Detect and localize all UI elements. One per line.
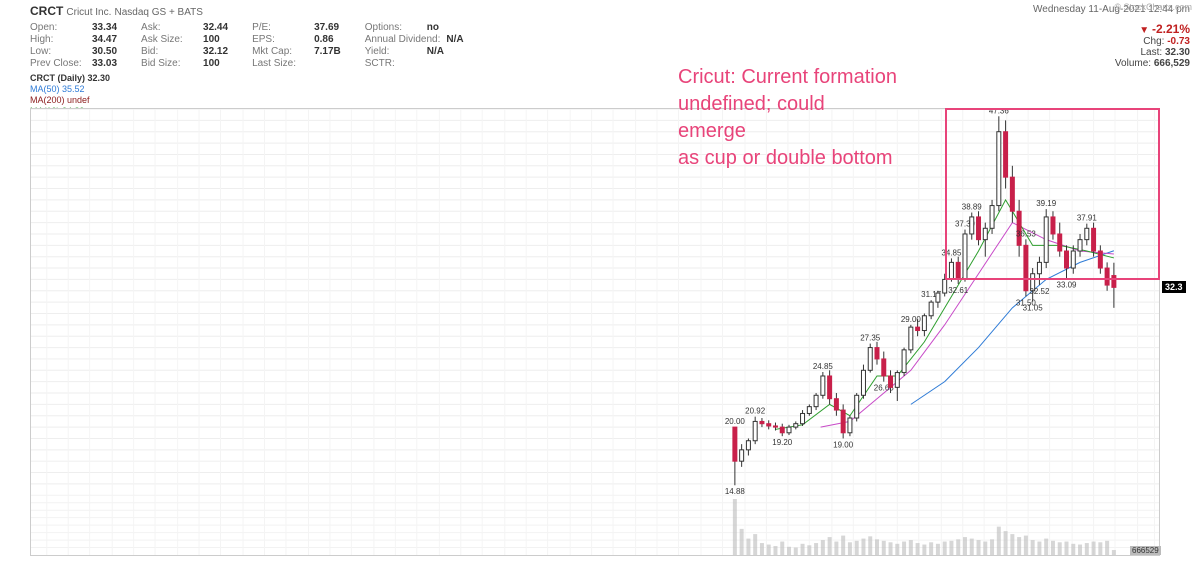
quote-stats: Open:33.34 High:34.47 Low:30.50 Prev Clo… [0,20,1200,71]
svg-text:32.52: 32.52 [1029,287,1050,296]
svg-text:19.20: 19.20 [772,438,793,447]
symbol: CRCT [30,4,63,18]
stat-yield: N/A [427,46,444,57]
watermark: © StockCharts.com [1114,2,1192,12]
svg-text:19.00: 19.00 [833,440,854,449]
stat-high: 34.47 [92,34,117,45]
svg-text:37.91: 37.91 [1077,214,1098,223]
stat-asksize: 100 [203,34,220,45]
stat-low: 30.50 [92,46,117,57]
down-arrow-icon: ▼ [1139,25,1149,36]
stat-eps: 0.86 [314,34,333,45]
legend-main: CRCT (Daily) 32.30 [30,73,1190,84]
change-stats: ▼ -2.21% Chg: -0.73 Last: 32.30 Volume: … [1115,22,1190,69]
stat-pe: 37.69 [314,22,339,33]
stat-options: no [427,22,439,33]
stat-ask: 32.44 [203,22,228,33]
svg-text:34.85: 34.85 [941,248,962,257]
company-name: Cricut Inc. [66,7,111,18]
stat-prevclose: 33.03 [92,58,117,69]
last-val: 32.30 [1165,47,1190,58]
svg-text:39.19: 39.19 [1036,199,1057,208]
stat-bid: 32.12 [203,46,228,57]
svg-text:20.92: 20.92 [745,407,766,416]
svg-text:14.88: 14.88 [725,487,746,496]
svg-text:31.05: 31.05 [1023,304,1044,313]
svg-text:38.89: 38.89 [962,203,983,212]
stat-mktcap: 7.17B [314,46,341,57]
volume-val: 666,529 [1154,58,1190,69]
svg-text:24.85: 24.85 [813,362,834,371]
svg-text:33.09: 33.09 [1057,280,1078,289]
price-chart: 1516171819202122232425262728293031323334… [30,108,1160,556]
legend-ma50: MA(50) 35.52 [30,84,1190,95]
svg-text:36.53: 36.53 [1016,229,1037,238]
svg-text:27.35: 27.35 [860,334,881,343]
ticker-header: CRCT Cricut Inc. Nasdaq GS + BATS [30,4,203,18]
stat-div: N/A [446,34,463,45]
svg-text:47.36: 47.36 [989,109,1010,115]
legend-ma200: MA(200) undef [30,95,1190,106]
change-pct: -2.21% [1152,22,1190,36]
stat-bidsize: 100 [203,58,220,69]
last-volume-marker: 666529 [1130,546,1161,555]
exchange: Nasdaq GS + BATS [114,7,202,18]
svg-text:32.61: 32.61 [948,286,969,295]
change-val: -0.73 [1167,36,1190,47]
svg-text:20.00: 20.00 [725,417,746,426]
stat-open: 33.34 [92,22,117,33]
last-price-marker: 32.3 [1162,281,1186,293]
svg-text:29.00: 29.00 [901,315,922,324]
